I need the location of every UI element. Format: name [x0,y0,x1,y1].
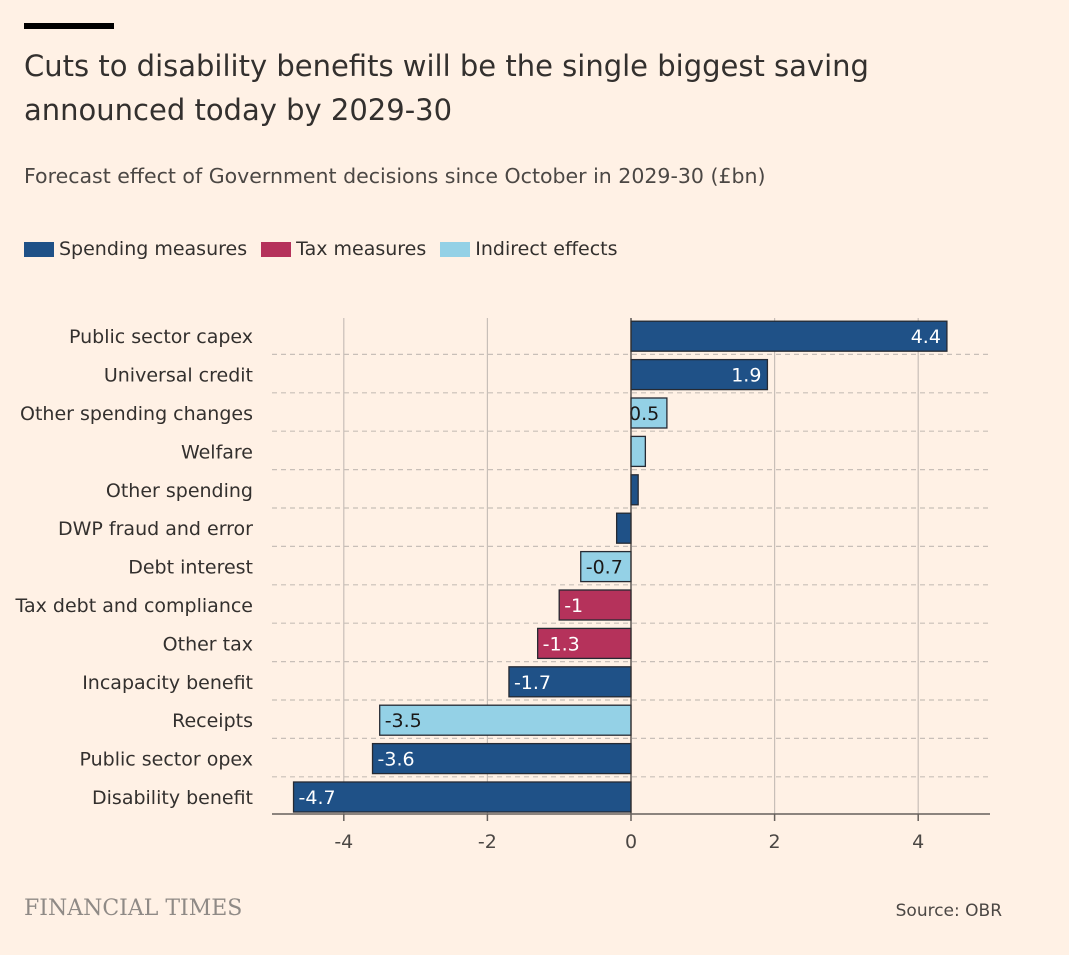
legend-label-indirect: Indirect effects [475,238,618,260]
chart-title: Cuts to disability benefits will be the … [24,49,869,127]
bar-public-sector-opex [371,742,632,775]
legend-label-spending: Spending measures [59,238,248,260]
legend-label-tax: Tax measures [296,238,427,260]
data-label: -1.7 [514,672,551,694]
data-label: -4.7 [299,787,336,809]
category-label: Public sector opex [79,749,253,771]
legend: Spending measures Tax measures Indirect … [24,238,632,260]
bar-other-spending [630,474,639,506]
top-accent-bar [24,23,114,29]
x-tick-label: -4 [334,831,353,853]
data-label: -1 [564,595,583,617]
bar-welfare [630,435,647,468]
category-label: DWP fraud and error [58,518,253,540]
bar-universal-credit [630,358,769,391]
bar-public-sector-capex [630,320,948,352]
bar-tax-debt-and-compliance [558,589,632,621]
category-label: Other spending changes [20,403,253,425]
legend-item-spending: Spending measures [24,238,247,260]
legend-item-tax: Tax measures [261,238,426,260]
category-label: Incapacity benefit [82,672,253,694]
legend-item-indirect: Indirect effects [440,238,618,260]
bar-debt-interest [580,550,632,583]
bar-dwp-fraud-and-error [615,512,632,544]
ft-logo: FINANCIAL TIMES [24,896,243,921]
data-label: -3.6 [378,749,415,771]
source-note: Source: OBR [895,901,1002,921]
category-label: Disability benefit [92,787,253,809]
x-tick-label: 0 [625,831,637,853]
category-label: Other tax [163,633,253,655]
x-tick-label: 4 [912,831,924,853]
chart-subtitle: Forecast effect of Government decisions … [24,164,766,188]
data-label: 0.5 [629,403,659,425]
legend-swatch-spending [24,241,54,257]
data-label: 1.9 [731,365,761,387]
data-label: -0.7 [586,557,623,579]
category-label: Debt interest [128,557,253,579]
bar-receipts [379,704,632,736]
x-tick-label: -2 [478,831,497,853]
category-label: Public sector capex [69,326,253,348]
category-label: Receipts [172,710,253,732]
data-label: 4.4 [911,326,941,348]
legend-swatch-indirect [440,241,471,257]
category-label: Tax debt and compliance [15,595,254,617]
category-label: Universal credit [104,365,253,387]
bar-disability-benefit [292,781,632,813]
bar-incapacity-benefit [508,666,632,698]
legend-swatch-tax [261,241,292,257]
x-tick-label: 2 [769,831,781,853]
data-label: -3.5 [385,710,422,732]
category-label: Other spending [106,480,253,502]
data-label: -1.3 [543,633,580,655]
category-label: Welfare [181,441,253,463]
